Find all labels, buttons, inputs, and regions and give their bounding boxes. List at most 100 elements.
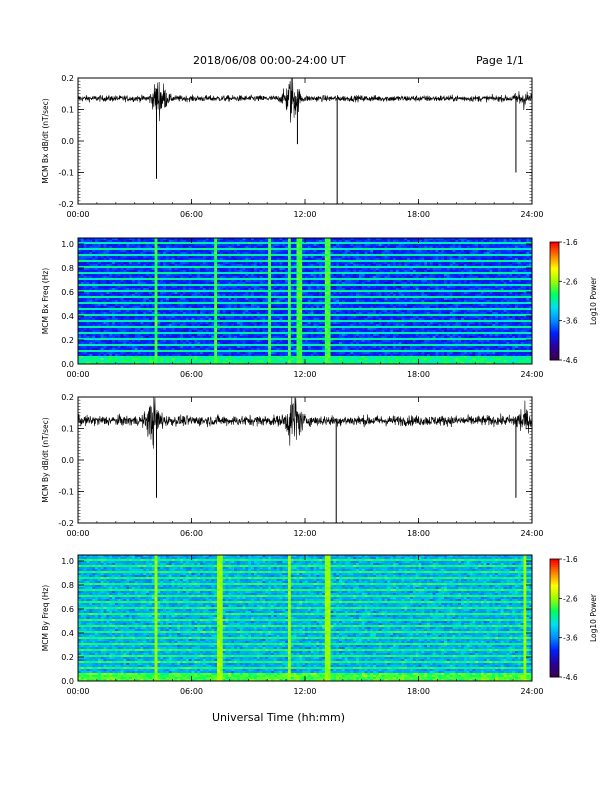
heat-cell bbox=[418, 278, 422, 281]
heat-cell bbox=[341, 280, 346, 283]
heat-cell bbox=[421, 270, 425, 273]
heat-cell bbox=[492, 286, 496, 289]
heat-cell bbox=[214, 262, 218, 265]
heat-cell bbox=[236, 238, 241, 241]
heat-cell bbox=[228, 268, 232, 271]
heat-cell bbox=[461, 262, 465, 265]
heat-cell bbox=[134, 254, 138, 257]
heat-cell bbox=[432, 288, 436, 291]
x-tick-label: 00:00 bbox=[66, 210, 89, 219]
heat-cell bbox=[327, 270, 331, 273]
heat-cell bbox=[253, 252, 258, 255]
heat-cell bbox=[299, 264, 303, 267]
heat-cell bbox=[86, 278, 90, 281]
heat-cell bbox=[253, 256, 258, 259]
heat-cell bbox=[310, 262, 314, 265]
heat-cell bbox=[160, 258, 164, 261]
heat-cell bbox=[171, 280, 175, 283]
x-tick-label: 18:00 bbox=[407, 210, 430, 219]
heat-cell bbox=[194, 242, 198, 245]
heat-cell bbox=[324, 272, 329, 275]
heat-cell bbox=[353, 246, 357, 249]
heat-cell bbox=[307, 244, 312, 247]
heat-cell bbox=[319, 274, 323, 277]
heat-cell bbox=[120, 262, 124, 265]
heat-cell bbox=[270, 248, 275, 251]
heat-cell bbox=[248, 282, 252, 285]
heat-cell bbox=[100, 264, 104, 267]
heat-cell bbox=[222, 276, 226, 279]
heat-cell bbox=[367, 274, 371, 277]
heat-cell bbox=[517, 242, 522, 245]
heat-cell bbox=[103, 286, 107, 289]
heat-cell bbox=[256, 282, 260, 285]
heat-cell bbox=[214, 240, 218, 243]
heat-cell bbox=[273, 258, 278, 261]
heat-cell bbox=[401, 254, 405, 257]
heat-cell bbox=[432, 238, 436, 241]
heat-cell bbox=[262, 262, 266, 265]
heat-cell bbox=[483, 262, 487, 265]
heat-cell bbox=[123, 244, 127, 247]
heat-cell bbox=[279, 248, 283, 251]
heat-cell bbox=[97, 252, 102, 255]
heat-cell bbox=[302, 280, 306, 283]
heat-cell bbox=[375, 242, 380, 245]
heat-cell bbox=[421, 250, 425, 253]
heat-cell bbox=[78, 264, 82, 267]
heat-cell bbox=[322, 278, 326, 281]
heat-cell bbox=[469, 266, 473, 269]
heat-cell bbox=[217, 262, 221, 265]
heat-cell bbox=[185, 266, 190, 269]
heat-cell bbox=[310, 242, 314, 245]
heat-cell bbox=[160, 278, 164, 281]
heat-cell bbox=[424, 244, 428, 247]
heat-cell bbox=[290, 286, 295, 289]
heat-cell bbox=[319, 278, 323, 281]
heat-cell bbox=[418, 272, 422, 275]
heat-cell bbox=[444, 256, 448, 259]
heat-cell bbox=[83, 276, 87, 279]
heat-cell bbox=[466, 280, 470, 283]
heat-cell bbox=[500, 270, 505, 273]
heat-cell bbox=[165, 282, 170, 285]
heat-cell bbox=[259, 286, 263, 289]
heat-cell bbox=[86, 282, 90, 285]
heat-cell bbox=[154, 276, 158, 279]
heat-cell bbox=[191, 246, 195, 249]
heat-cell bbox=[463, 258, 468, 261]
heat-cell bbox=[83, 266, 87, 269]
heat-cell bbox=[347, 246, 351, 249]
heat-cell bbox=[287, 246, 292, 249]
heat-cell bbox=[500, 266, 505, 269]
heat-cell bbox=[458, 246, 462, 249]
heat-cell bbox=[211, 254, 215, 257]
heat-cell bbox=[180, 258, 184, 261]
heat-cell bbox=[296, 274, 300, 277]
heat-cell bbox=[327, 254, 331, 257]
heat-cell bbox=[486, 240, 490, 243]
heat-cell bbox=[500, 274, 505, 277]
heat-cell bbox=[500, 278, 505, 281]
heat-cell bbox=[299, 276, 303, 279]
heat-cell bbox=[296, 248, 300, 251]
heat-cell bbox=[378, 268, 383, 271]
heat-cell bbox=[103, 282, 107, 285]
heat-cell bbox=[310, 246, 314, 249]
heat-cell bbox=[409, 262, 414, 265]
heat-cell bbox=[475, 278, 479, 281]
heat-cell bbox=[370, 268, 374, 271]
heat-cell bbox=[143, 278, 147, 281]
heat-cell bbox=[506, 268, 510, 271]
heat-cell bbox=[322, 254, 326, 257]
heat-cell bbox=[339, 256, 343, 259]
heat-cell bbox=[276, 276, 280, 279]
heat-cell bbox=[200, 238, 204, 241]
heat-cell bbox=[191, 266, 195, 269]
heat-cell bbox=[461, 268, 465, 271]
heat-cell bbox=[129, 258, 133, 261]
heat-cell bbox=[117, 256, 121, 259]
heat-cell bbox=[251, 272, 255, 275]
heat-cell bbox=[248, 262, 252, 265]
heat-cell bbox=[168, 286, 173, 289]
